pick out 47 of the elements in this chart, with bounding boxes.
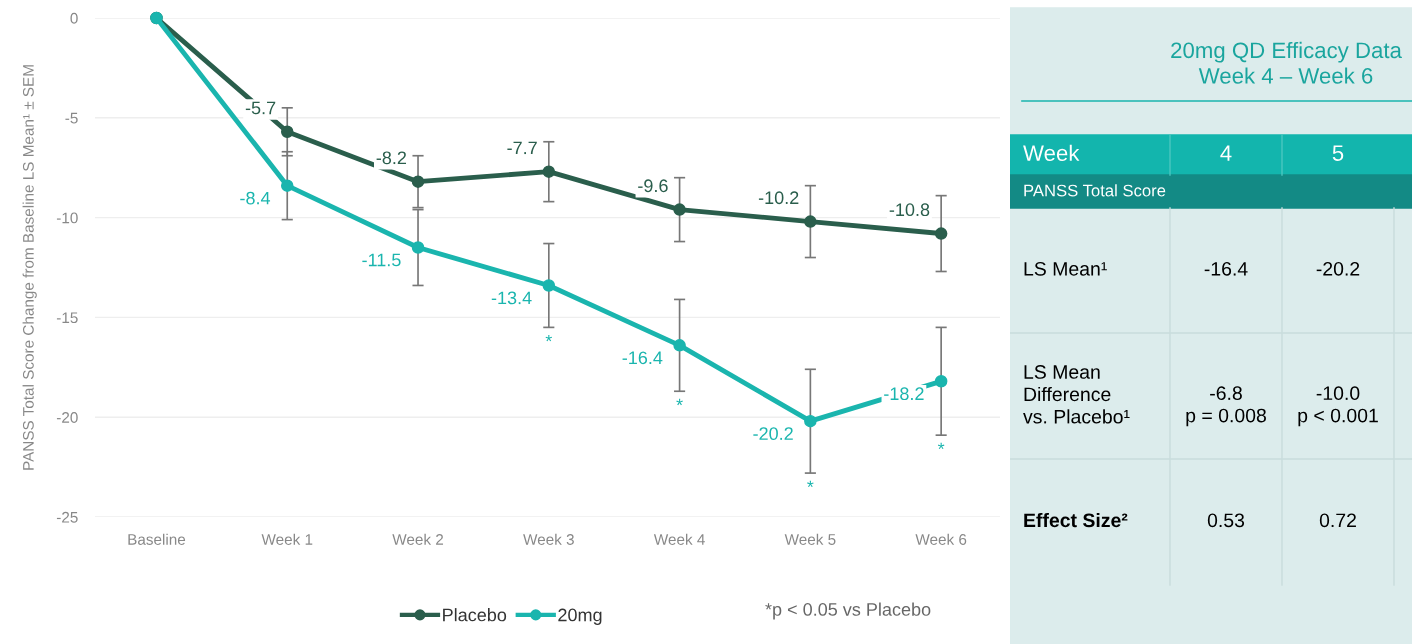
y-tick-label: -20 <box>56 412 78 423</box>
data-label: -16.4 <box>622 351 663 365</box>
data-label: -9.6 <box>638 179 668 193</box>
y-tick-label: -15 <box>56 312 78 324</box>
x-tick-label: Week 2 <box>392 533 444 545</box>
legend-label: 20mg <box>558 608 602 625</box>
data-label: -10.2 <box>758 191 799 205</box>
category-label: LS Mean¹ <box>1024 261 1107 276</box>
data-label: -18.2 <box>884 387 924 401</box>
y-tick-label: -5 <box>65 112 78 124</box>
category-label: Effect Size² <box>1024 512 1128 528</box>
legend-label: Placebo <box>443 608 507 622</box>
text: -6.8 p = 0.008 <box>1186 386 1266 427</box>
category-label: Week <box>1023 144 1080 161</box>
text: 0.53 <box>1207 513 1245 528</box>
text: *p < 0.05 vs Placebo <box>765 602 931 620</box>
category-label: 5 <box>1332 145 1344 161</box>
x-tick-label: Week 6 <box>915 533 967 545</box>
y-tick-label: -25 <box>56 511 78 523</box>
data-label: -10.8 <box>889 203 930 217</box>
x-tick-label: Week 3 <box>523 533 574 545</box>
text: PANSS Total Score <box>1024 184 1166 197</box>
text: -16.4 <box>1204 261 1248 276</box>
y-axis-title: PANSS Total Score Change from Baseline LS Mean¹ ± SEM <box>22 65 37 470</box>
text: 0.72 <box>1319 513 1356 528</box>
x-tick-label: Week 4 <box>653 533 705 545</box>
annotation: * <box>545 334 553 342</box>
annotation: * <box>676 398 683 406</box>
text: -20.2 <box>1316 261 1360 276</box>
data-label: -5.7 <box>245 101 276 115</box>
data-label: -8.2 <box>376 151 407 165</box>
category-label: 4 <box>1220 145 1232 161</box>
data-label: -8.4 <box>240 191 271 205</box>
y-tick-label: 0 <box>70 12 78 24</box>
data-label: -20.2 <box>753 427 793 441</box>
category-label: LS Mean Difference vs. Placebo¹ <box>1023 365 1130 424</box>
text: -10.0 p < 0.001 <box>1298 386 1378 427</box>
x-tick-label: Baseline <box>128 533 186 545</box>
annotation: * <box>937 442 945 450</box>
y-tick-label: -10 <box>56 212 78 224</box>
data-label: -7.7 <box>507 141 537 155</box>
x-tick-label: Week 5 <box>784 533 836 545</box>
data-label: -13.4 <box>491 291 532 305</box>
annotation: * <box>807 480 814 488</box>
data-label: -11.5 <box>362 253 401 267</box>
text: 20mg QD Efficacy Data Week 4 – Week 6 <box>1171 41 1402 84</box>
x-tick-label: Week 1 <box>261 533 313 545</box>
